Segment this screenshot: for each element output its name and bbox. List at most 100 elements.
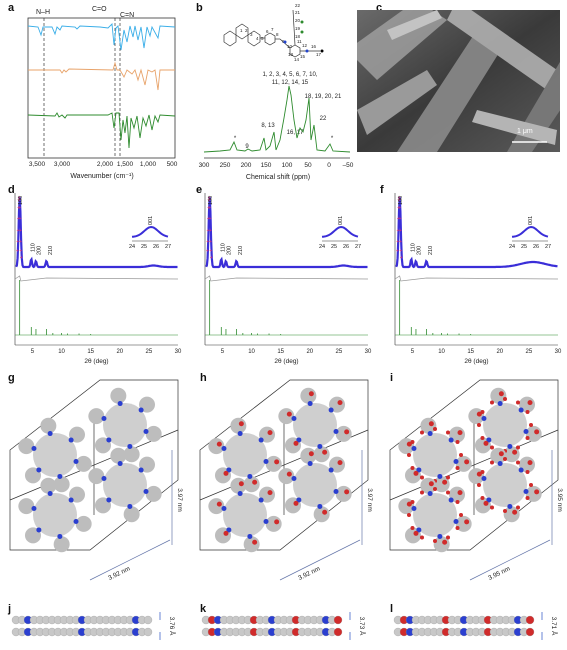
nitrogen-atom <box>138 407 144 413</box>
peak-label: 11, 12, 14, 15 <box>272 80 309 86</box>
xtick: 5 <box>411 349 415 355</box>
molecule-core <box>413 493 457 537</box>
pxrd-simulated-point: + <box>399 228 402 234</box>
pxrd-simulated-point: + <box>398 195 401 201</box>
oxygen-atom <box>503 509 507 513</box>
oxygen-atom <box>527 400 533 406</box>
nitrogen-atom <box>416 527 422 533</box>
pxrd-experimental-line <box>205 196 368 269</box>
oxygen-atom <box>420 475 424 480</box>
svg-text:22: 22 <box>295 3 301 8</box>
nitrogen-atom <box>138 467 144 473</box>
molecule-arm <box>230 417 247 434</box>
molecule-core <box>223 433 267 477</box>
molecule-arm <box>53 476 70 493</box>
peak-label: 22 <box>320 116 327 122</box>
nitrogen-atom <box>247 533 253 539</box>
pxrd-simulated-point: + <box>19 228 22 234</box>
svg-text:2: 2 <box>245 28 248 33</box>
pxrd-simulated-point: + <box>210 255 213 261</box>
pxrd-simulated-point: + <box>20 255 23 261</box>
molecule-arm <box>278 468 295 485</box>
pxrd-simulated-point: + <box>207 198 210 204</box>
oxygen-atom <box>476 471 482 477</box>
panel-label-c: c <box>376 2 383 14</box>
oxygen-atom <box>433 487 437 491</box>
dimension-diagonal-label: 3.95 nm <box>487 565 511 582</box>
molecule-arm <box>278 408 295 425</box>
pxrd-simulated-point: + <box>16 248 19 254</box>
oxygen-atom <box>455 466 460 470</box>
oxygen-atom <box>420 430 424 435</box>
peak-label: 9 <box>245 144 249 150</box>
nitrogen-atom <box>328 407 334 413</box>
reflection-label: 100 <box>208 196 214 205</box>
panel-label-h: h <box>200 372 207 384</box>
molecule-core <box>103 463 147 507</box>
pxrd-simulated-point: + <box>207 205 210 211</box>
inset-line <box>321 225 359 238</box>
nitrogen-atom <box>497 401 503 407</box>
nitrogen-atom <box>448 437 454 443</box>
oxygen-atom <box>223 530 229 536</box>
panel-label-i: i <box>390 372 394 384</box>
xtick: 10 <box>58 349 65 355</box>
xtick: 5 <box>31 349 35 355</box>
xtick: 10 <box>248 349 255 355</box>
nitrogen-atom <box>106 497 112 503</box>
svg-text:16: 16 <box>311 44 317 49</box>
molecule-core <box>483 463 527 507</box>
nitrogen-atom <box>448 497 454 503</box>
reflection-label: 200 <box>36 246 42 255</box>
dimension-diagonal-label: 3.92 nm <box>297 565 321 582</box>
xtick: 25 <box>146 349 153 355</box>
inset-xtick: 25 <box>521 244 527 250</box>
molecule-arm <box>335 485 352 502</box>
annot-cn: C=N <box>120 12 134 19</box>
pxrd-simulated-point: + <box>208 205 211 211</box>
pxrd-simulated-point: + <box>17 216 20 222</box>
pxrd-simulated-point: + <box>209 248 212 254</box>
ftir-xlabel: Wavenumber (cm⁻¹) <box>70 173 133 180</box>
oxygen-atom <box>477 483 481 487</box>
nitrogen-atom <box>143 489 149 495</box>
nitrogen-atom <box>258 497 264 503</box>
oxygen-atom <box>525 410 530 414</box>
reflection-label: 100 <box>18 196 24 205</box>
spacing-label: 3.73 Å <box>358 617 367 636</box>
nitrogen-atom <box>101 415 107 421</box>
nitrogen-atom <box>36 467 42 473</box>
xtick: 10 <box>438 349 445 355</box>
atom-markers <box>283 20 324 53</box>
nitrogen-atom <box>73 519 79 525</box>
oxygen-atom <box>344 429 350 435</box>
oxygen-atom <box>525 496 530 500</box>
oxygen-atom <box>464 519 470 525</box>
reflection-label: 210 <box>48 246 54 255</box>
panel-label-d: d <box>8 184 15 196</box>
oxygen-atom <box>407 513 411 517</box>
pxrd-simulated-point: + <box>400 255 403 261</box>
pxrd-simulated-point: + <box>18 205 21 211</box>
molecule-core <box>413 433 457 477</box>
svg-text:17: 17 <box>316 52 322 57</box>
pxrd-simulated-point: + <box>19 239 22 245</box>
nitrogen-atom <box>453 519 459 525</box>
oxygen-atom <box>480 410 485 414</box>
xtick: 1,500 <box>117 161 134 168</box>
pxrd-simulated-point: + <box>399 239 402 245</box>
pxrd-simulated-point: + <box>19 248 22 254</box>
oxygen-atom <box>308 391 314 397</box>
xtick: 500 <box>167 161 178 168</box>
oxygen-atom <box>433 427 437 431</box>
dimension-arrow-diagonal <box>279 539 361 581</box>
xtick: 20 <box>306 349 313 355</box>
panel-label-a: a <box>8 2 15 14</box>
reflection-label: 200 <box>416 246 422 255</box>
oxygen-atom <box>252 479 258 485</box>
oxygen-atom <box>464 459 470 465</box>
oxygen-atom <box>446 475 450 480</box>
pxrd-simulated-point: + <box>398 205 401 211</box>
oxygen-atom <box>490 460 494 465</box>
peak-label: 8, 13 <box>261 123 275 129</box>
